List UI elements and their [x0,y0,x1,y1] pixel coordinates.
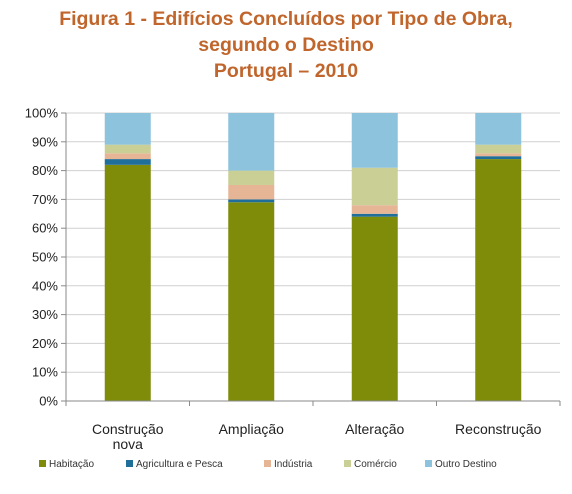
bar-segment [475,153,522,157]
y-tick-label: 40% [32,278,58,293]
y-tick-label: 50% [32,250,58,265]
bar-segment [228,113,275,171]
bar-segment [228,170,275,185]
bar-segment [351,216,398,401]
y-tick-label: 80% [32,163,58,178]
chart-title-line-1: Figura 1 - Edifícios Concluídos por Tipo… [59,8,513,30]
legend-swatch [264,460,271,467]
y-tick-label: 30% [32,307,58,322]
y-axis: 0% 10% 20% 30% 40% 50% 60% 70% 80% 90% 100% [25,106,67,409]
legend-label: Indústria [274,459,313,470]
bar-segment [475,144,522,154]
y-tick-label: 100% [25,106,59,121]
bar-segment [351,213,398,217]
chart-title-line-3: Portugal – 2010 [213,60,359,82]
bar-segment [104,113,151,145]
bar-segment [475,156,522,160]
legend-label: Habitação [49,459,94,470]
legend-swatch [126,460,133,467]
y-tick-label: 90% [32,134,58,149]
bar-segment [104,159,151,165]
x-category-label: Alteração [345,421,404,437]
legend-label: Agricultura e Pesca [136,459,223,470]
legend-swatch [344,460,351,467]
y-tick-label: 0% [39,394,58,409]
bar-segment [104,153,151,160]
y-tick-label: 10% [32,365,58,380]
y-tick-label: 70% [32,192,58,207]
x-category-label: Construção nova [92,421,164,452]
bar-segment [104,144,151,154]
bar-segment [351,167,398,206]
bar-segment [475,113,522,145]
y-tick-label: 60% [32,221,58,236]
x-category-label: Ampliação [219,421,285,437]
bar-segment [228,185,275,200]
bar-segment [351,113,398,168]
legend-swatch [425,460,432,467]
bar-segment [228,199,275,203]
legend-swatch [39,460,46,467]
chart-title: Figura 1 - Edifícios Concluídos por Tipo… [0,6,572,84]
legend: Habitação Agricultura e Pesca Indústria Com… [39,459,497,470]
bar-segment [351,205,398,214]
y-tick-label: 20% [32,336,58,351]
bar-segment [475,159,522,401]
bar-segment [104,164,151,401]
x-category-label: Reconstrução [455,421,542,437]
bar-segment [228,202,275,401]
legend-label: Comércio [354,459,397,470]
legend-label: Outro Destino [435,459,497,470]
bars [104,113,522,401]
chart-title-line-2: segundo o Destino [198,34,374,56]
x-axis: Construção nova Ampliação Alteração Reconstr… [65,400,561,452]
